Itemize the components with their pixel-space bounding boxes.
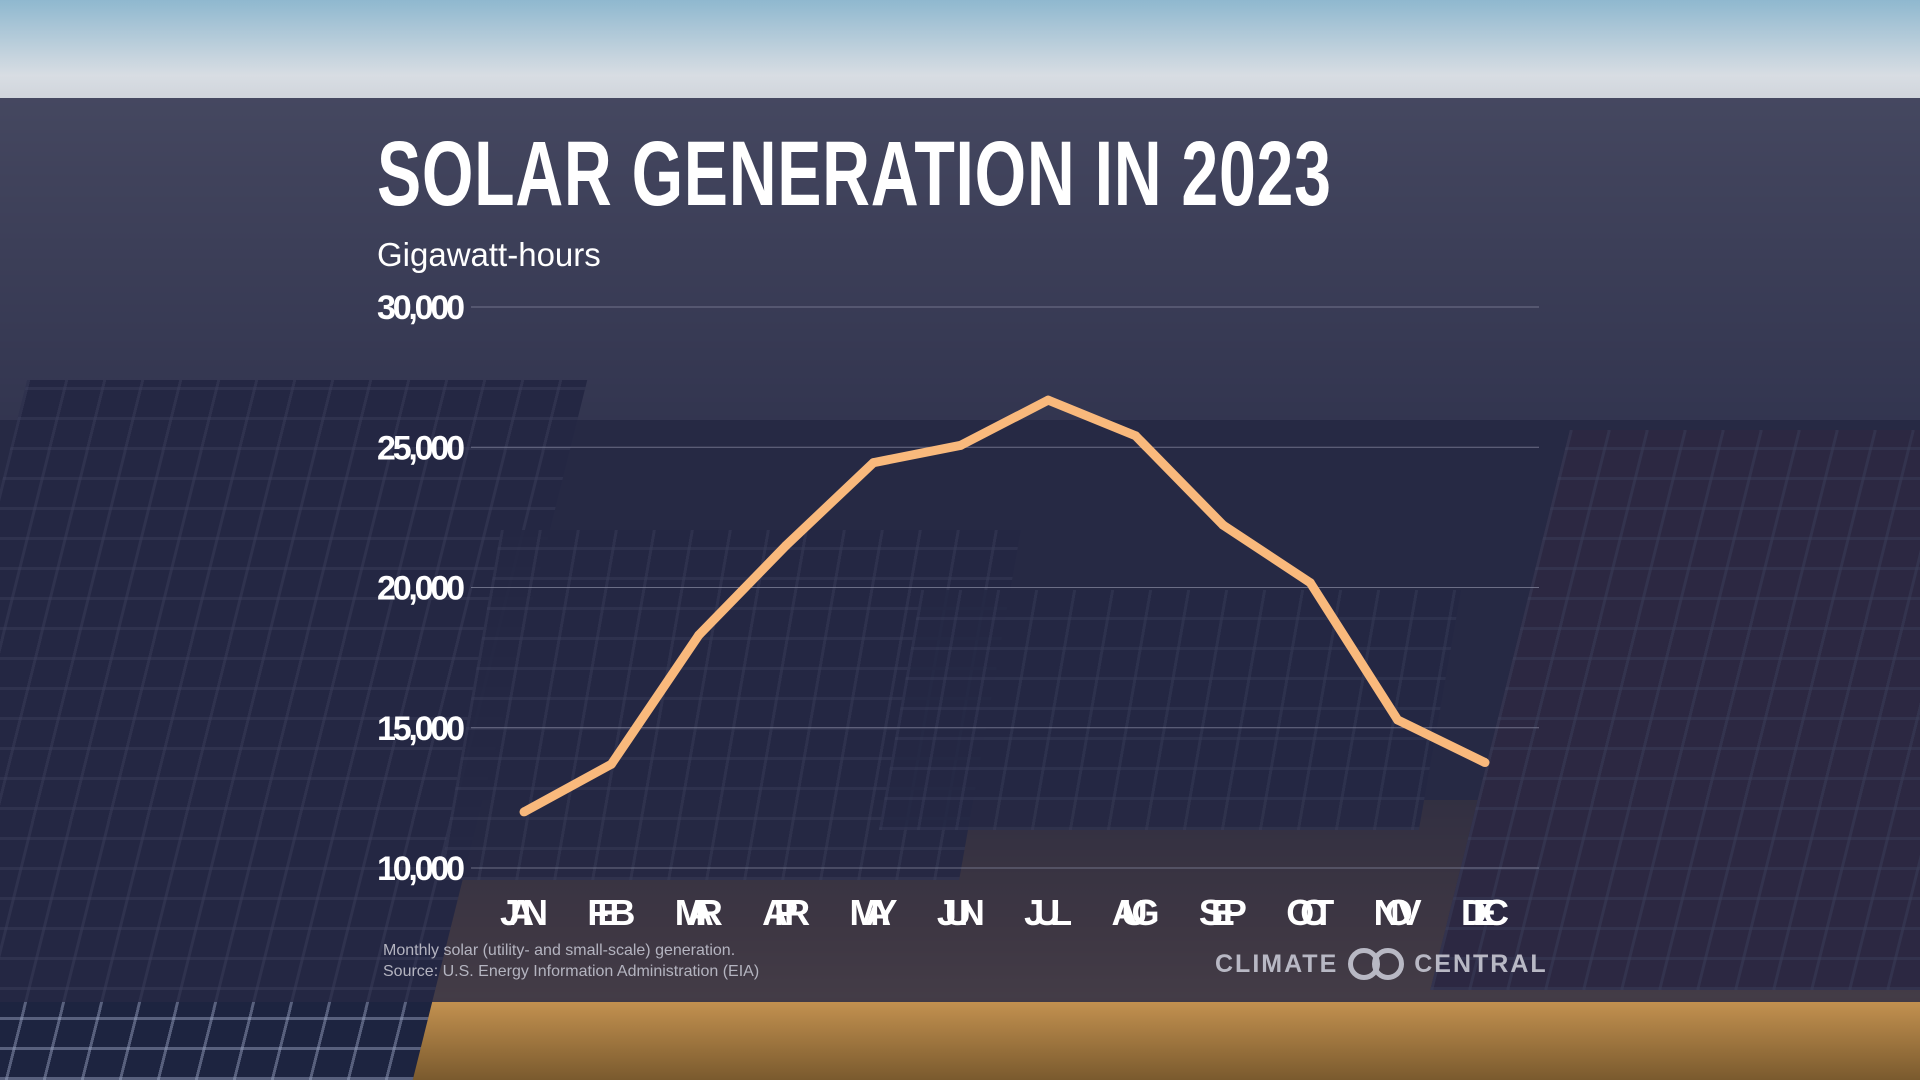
y-tick-label: 15,000 xyxy=(377,710,465,748)
logo-rings-icon xyxy=(1348,948,1405,980)
y-tick-label: 25,000 xyxy=(377,429,465,467)
data-point-dec xyxy=(1480,758,1490,768)
data-point-jan xyxy=(519,807,529,817)
x-tick-label: FEB xyxy=(587,892,635,933)
data-point-aug xyxy=(1131,431,1141,441)
x-tick-label: JUN xyxy=(937,892,985,933)
climate-central-logo: CLIMATE CENTRAL xyxy=(1215,948,1548,980)
x-tick-label: JAN xyxy=(500,892,548,933)
x-tick-label: JUL xyxy=(1024,892,1072,933)
data-point-nov xyxy=(1393,715,1403,725)
data-point-jun xyxy=(956,440,966,450)
x-tick-label: NOV xyxy=(1374,892,1422,933)
logo-text-left: CLIMATE xyxy=(1215,949,1339,978)
logo-text-right: CENTRAL xyxy=(1414,949,1548,978)
data-point-sep xyxy=(1218,520,1228,530)
data-point-oct xyxy=(1305,578,1315,588)
y-tick-label: 20,000 xyxy=(377,570,465,608)
x-tick-label: AUG xyxy=(1112,892,1160,933)
data-point-may xyxy=(868,458,878,468)
y-tick-label: 30,000 xyxy=(377,289,465,327)
y-tick-label: 10,000 xyxy=(377,850,465,888)
data-point-apr xyxy=(781,540,791,550)
footnote: Monthly solar (utility- and small-scale)… xyxy=(383,940,759,982)
x-tick-label: DEC xyxy=(1461,892,1509,933)
data-point-jul xyxy=(1043,395,1053,405)
data-point-feb xyxy=(606,759,616,769)
chart-overlay xyxy=(0,98,1920,1002)
x-tick-label: APR xyxy=(762,892,810,933)
x-tick-label: SEP xyxy=(1199,892,1247,933)
x-tick-label: MAR xyxy=(675,892,723,933)
x-tick-label: MAY xyxy=(849,892,897,933)
x-tick-label: OCT xyxy=(1286,892,1334,933)
footnote-source: Source: U.S. Energy Information Administ… xyxy=(383,963,760,980)
y-axis-label: Gigawatt-hours xyxy=(377,236,601,273)
series-line xyxy=(521,395,1487,816)
chart-title: SOLAR GENERATION IN 2023 xyxy=(377,123,1332,225)
footnote-description: Monthly solar (utility- and small-scale)… xyxy=(383,942,736,959)
data-point-mar xyxy=(694,630,704,640)
